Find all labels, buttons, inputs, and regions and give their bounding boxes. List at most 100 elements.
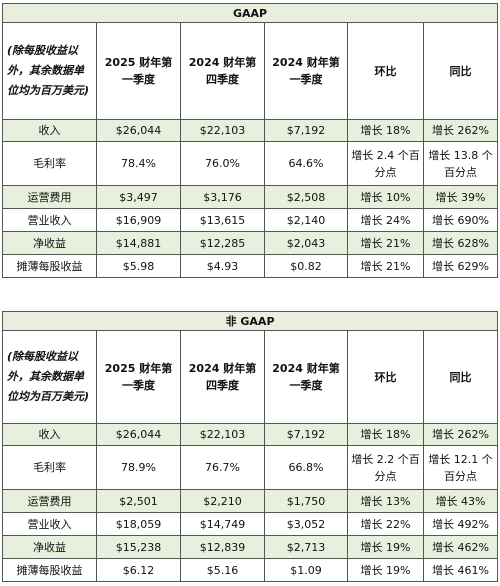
header-unit-note: (除每股收益以外，其余数据单位均为百万美元) <box>2 22 97 120</box>
cell: 64.6% <box>264 141 348 186</box>
cell: 增长 492% <box>422 512 499 536</box>
cell: 增长 18% <box>347 119 424 142</box>
cell: $14,881 <box>96 231 181 255</box>
cell: $2,501 <box>96 489 181 513</box>
cell: $6.12 <box>96 558 181 582</box>
row-label: 净收益 <box>2 535 97 559</box>
header-col: 2024 财年第一季度 <box>264 330 348 424</box>
row-label: 摊薄每股收益 <box>2 254 97 278</box>
cell: $26,044 <box>96 119 181 142</box>
table-row: 摊薄每股收益 $6.12 $5.16 $1.09 增长 19% 增长 461% <box>2 558 499 582</box>
cell: $2,508 <box>264 185 348 209</box>
cell: $5.16 <box>180 558 265 582</box>
cell: $7,192 <box>264 423 348 446</box>
table-row: 毛利率 78.9% 76.7% 66.8% 增长 2.2 个百分点 增长 12.… <box>2 445 499 490</box>
cell: $4.93 <box>180 254 265 278</box>
table-row: 摊薄每股收益 $5.98 $4.93 $0.82 增长 21% 增长 629% <box>2 254 499 278</box>
cell: $3,497 <box>96 185 181 209</box>
header-col: 2025 财年第一季度 <box>96 22 181 120</box>
cell: $15,238 <box>96 535 181 559</box>
table-title: 非 GAAP <box>1 311 499 331</box>
header-col: 2025 财年第一季度 <box>96 330 181 424</box>
cell: 66.8% <box>264 445 348 490</box>
header-col: 2024 财年第四季度 <box>180 330 265 424</box>
row-label: 营业收入 <box>2 208 97 232</box>
cell: $16,909 <box>96 208 181 232</box>
table-row: 净收益 $15,238 $12,839 $2,713 增长 19% 增长 462… <box>2 535 499 559</box>
row-label: 收入 <box>2 119 97 142</box>
cell: 增长 21% <box>347 231 424 255</box>
cell: $26,044 <box>96 423 181 446</box>
header-col: 环比 <box>347 330 424 424</box>
cell: $7,192 <box>264 119 348 142</box>
cell: 增长 262% <box>422 119 499 142</box>
header-col: 同比 <box>422 22 499 120</box>
row-label: 运营费用 <box>2 185 97 209</box>
cell: 增长 628% <box>422 231 499 255</box>
cell: $13,615 <box>180 208 265 232</box>
row-label: 收入 <box>2 423 97 446</box>
header-unit-note: (除每股收益以外，其余数据单位均为百万美元) <box>2 330 97 424</box>
cell: 76.0% <box>180 141 265 186</box>
table-row: 营业收入 $18,059 $14,749 $3,052 增长 22% 增长 49… <box>2 512 499 536</box>
cell: $1.09 <box>264 558 348 582</box>
cell: 增长 690% <box>422 208 499 232</box>
cell: 增长 461% <box>422 558 499 582</box>
cell: 增长 10% <box>347 185 424 209</box>
cell: $1,750 <box>264 489 348 513</box>
header-col: 环比 <box>347 22 424 120</box>
row-label: 运营费用 <box>2 489 97 513</box>
cell: $5.98 <box>96 254 181 278</box>
cell: 78.4% <box>96 141 181 186</box>
cell: 增长 262% <box>422 423 499 446</box>
table-row: 净收益 $14,881 $12,285 $2,043 增长 21% 增长 628… <box>2 231 499 255</box>
cell: $14,749 <box>180 512 265 536</box>
row-label: 毛利率 <box>2 445 97 490</box>
cell: $22,103 <box>180 423 265 446</box>
cell: $12,839 <box>180 535 265 559</box>
row-label: 摊薄每股收益 <box>2 558 97 582</box>
cell: $2,210 <box>180 489 265 513</box>
cell: 增长 19% <box>347 558 424 582</box>
cell: 增长 19% <box>347 535 424 559</box>
cell: 增长 462% <box>422 535 499 559</box>
cell: $2,043 <box>264 231 348 255</box>
table-row: 毛利率 78.4% 76.0% 64.6% 增长 2.4 个百分点 增长 13.… <box>2 141 499 186</box>
cell: 增长 2.4 个百分点 <box>347 141 424 186</box>
cell: $3,052 <box>264 512 348 536</box>
non-gaap-table: 非 GAAP (除每股收益以外，其余数据单位均为百万美元) 2025 财年第一季… <box>1 311 499 582</box>
table-title: GAAP <box>1 3 499 23</box>
table-row: 营业收入 $16,909 $13,615 $2,140 增长 24% 增长 69… <box>2 208 499 232</box>
cell: 增长 21% <box>347 254 424 278</box>
cell: 增长 43% <box>422 489 499 513</box>
gaap-table: GAAP (除每股收益以外，其余数据单位均为百万美元) 2025 财年第一季度 … <box>1 3 499 278</box>
header-col: 同比 <box>422 330 499 424</box>
cell: $2,140 <box>264 208 348 232</box>
table-row: 运营费用 $2,501 $2,210 $1,750 增长 13% 增长 43% <box>2 489 499 513</box>
cell: 78.9% <box>96 445 181 490</box>
cell: $12,285 <box>180 231 265 255</box>
cell: 增长 13.8 个百分点 <box>422 141 499 186</box>
cell: 增长 629% <box>422 254 499 278</box>
cell: 增长 12.1 个百分点 <box>422 445 499 490</box>
header-col: 2024 财年第一季度 <box>264 22 348 120</box>
row-label: 净收益 <box>2 231 97 255</box>
cell: $0.82 <box>264 254 348 278</box>
cell: 增长 39% <box>422 185 499 209</box>
cell: $3,176 <box>180 185 265 209</box>
cell: 增长 13% <box>347 489 424 513</box>
cell: 76.7% <box>180 445 265 490</box>
cell: 增长 24% <box>347 208 424 232</box>
cell: $22,103 <box>180 119 265 142</box>
cell: 增长 18% <box>347 423 424 446</box>
cell: 增长 2.2 个百分点 <box>347 445 424 490</box>
cell: $2,713 <box>264 535 348 559</box>
header-col: 2024 财年第四季度 <box>180 22 265 120</box>
cell: $18,059 <box>96 512 181 536</box>
table-row: 运营费用 $3,497 $3,176 $2,508 增长 10% 增长 39% <box>2 185 499 209</box>
table-row: 收入 $26,044 $22,103 $7,192 增长 18% 增长 262% <box>2 423 499 446</box>
cell: 增长 22% <box>347 512 424 536</box>
row-label: 毛利率 <box>2 141 97 186</box>
table-row: 收入 $26,044 $22,103 $7,192 增长 18% 增长 262% <box>2 119 499 142</box>
row-label: 营业收入 <box>2 512 97 536</box>
